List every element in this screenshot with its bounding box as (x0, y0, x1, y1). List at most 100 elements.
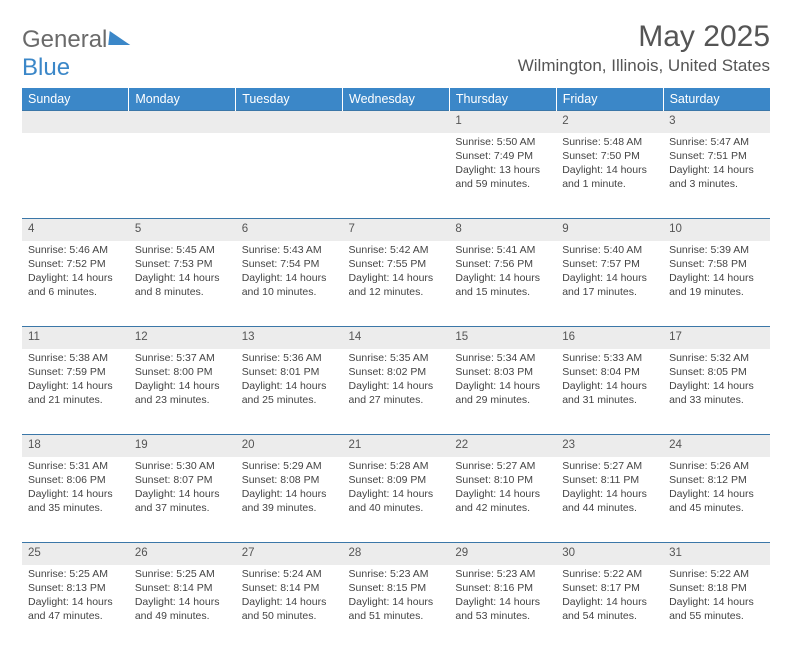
day-body-row: Sunrise: 5:31 AMSunset: 8:06 PMDaylight:… (22, 457, 770, 543)
daylight-text: Daylight: 13 hours and 59 minutes. (455, 163, 550, 191)
day-body-row: Sunrise: 5:46 AMSunset: 7:52 PMDaylight:… (22, 241, 770, 327)
daylight-text: Daylight: 14 hours and 37 minutes. (135, 487, 230, 515)
sunset-text: Sunset: 7:54 PM (242, 257, 337, 271)
weekday-header: Monday (129, 88, 236, 111)
daylight-text: Daylight: 14 hours and 10 minutes. (242, 271, 337, 299)
day-number: 23 (556, 435, 663, 457)
day-cell: Sunrise: 5:38 AMSunset: 7:59 PMDaylight:… (22, 349, 129, 435)
day-cell: Sunrise: 5:43 AMSunset: 7:54 PMDaylight:… (236, 241, 343, 327)
day-cell: Sunrise: 5:41 AMSunset: 7:56 PMDaylight:… (449, 241, 556, 327)
sunset-text: Sunset: 8:08 PM (242, 473, 337, 487)
day-body-row: Sunrise: 5:25 AMSunset: 8:13 PMDaylight:… (22, 565, 770, 651)
daylight-text: Daylight: 14 hours and 49 minutes. (135, 595, 230, 623)
day-number: 15 (449, 327, 556, 349)
daylight-text: Daylight: 14 hours and 25 minutes. (242, 379, 337, 407)
day-number (236, 111, 343, 133)
daylight-text: Daylight: 14 hours and 35 minutes. (28, 487, 123, 515)
sunset-text: Sunset: 8:15 PM (349, 581, 444, 595)
logo-text: General Blue (22, 26, 131, 82)
weekday-header: Wednesday (343, 88, 450, 111)
sunrise-text: Sunrise: 5:25 AM (135, 567, 230, 581)
sunset-text: Sunset: 8:14 PM (135, 581, 230, 595)
sunset-text: Sunset: 7:50 PM (562, 149, 657, 163)
day-number: 29 (449, 543, 556, 565)
sunset-text: Sunset: 8:11 PM (562, 473, 657, 487)
daylight-text: Daylight: 14 hours and 44 minutes. (562, 487, 657, 515)
sunset-text: Sunset: 7:51 PM (669, 149, 764, 163)
day-cell: Sunrise: 5:45 AMSunset: 7:53 PMDaylight:… (129, 241, 236, 327)
day-number: 13 (236, 327, 343, 349)
day-cell: Sunrise: 5:28 AMSunset: 8:09 PMDaylight:… (343, 457, 450, 543)
sunset-text: Sunset: 8:12 PM (669, 473, 764, 487)
day-body-row: Sunrise: 5:50 AMSunset: 7:49 PMDaylight:… (22, 133, 770, 219)
weekday-header: Saturday (663, 88, 770, 111)
day-cell (343, 133, 450, 219)
sunset-text: Sunset: 8:13 PM (28, 581, 123, 595)
day-number: 19 (129, 435, 236, 457)
sunrise-text: Sunrise: 5:35 AM (349, 351, 444, 365)
day-cell: Sunrise: 5:36 AMSunset: 8:01 PMDaylight:… (236, 349, 343, 435)
sunrise-text: Sunrise: 5:32 AM (669, 351, 764, 365)
logo-part1: General (22, 26, 107, 53)
day-number: 8 (449, 219, 556, 241)
day-number: 6 (236, 219, 343, 241)
sunrise-text: Sunrise: 5:42 AM (349, 243, 444, 257)
sunset-text: Sunset: 7:52 PM (28, 257, 123, 271)
sunset-text: Sunset: 7:58 PM (669, 257, 764, 271)
daylight-text: Daylight: 14 hours and 8 minutes. (135, 271, 230, 299)
sunset-text: Sunset: 8:03 PM (455, 365, 550, 379)
day-number: 22 (449, 435, 556, 457)
daylight-text: Daylight: 14 hours and 50 minutes. (242, 595, 337, 623)
daylight-text: Daylight: 14 hours and 54 minutes. (562, 595, 657, 623)
day-cell: Sunrise: 5:22 AMSunset: 8:17 PMDaylight:… (556, 565, 663, 651)
sunset-text: Sunset: 7:56 PM (455, 257, 550, 271)
day-number: 2 (556, 111, 663, 133)
sunrise-text: Sunrise: 5:23 AM (455, 567, 550, 581)
day-cell: Sunrise: 5:34 AMSunset: 8:03 PMDaylight:… (449, 349, 556, 435)
daylight-text: Daylight: 14 hours and 3 minutes. (669, 163, 764, 191)
day-cell: Sunrise: 5:50 AMSunset: 7:49 PMDaylight:… (449, 133, 556, 219)
day-cell: Sunrise: 5:27 AMSunset: 8:11 PMDaylight:… (556, 457, 663, 543)
day-number: 28 (343, 543, 450, 565)
day-number: 18 (22, 435, 129, 457)
daylight-text: Daylight: 14 hours and 23 minutes. (135, 379, 230, 407)
sunset-text: Sunset: 7:53 PM (135, 257, 230, 271)
day-number-row: 45678910 (22, 219, 770, 241)
day-number: 4 (22, 219, 129, 241)
daylight-text: Daylight: 14 hours and 21 minutes. (28, 379, 123, 407)
day-number-row: 18192021222324 (22, 435, 770, 457)
day-number: 16 (556, 327, 663, 349)
sunrise-text: Sunrise: 5:22 AM (669, 567, 764, 581)
day-number (343, 111, 450, 133)
daylight-text: Daylight: 14 hours and 17 minutes. (562, 271, 657, 299)
daylight-text: Daylight: 14 hours and 15 minutes. (455, 271, 550, 299)
sunset-text: Sunset: 8:01 PM (242, 365, 337, 379)
sunrise-text: Sunrise: 5:40 AM (562, 243, 657, 257)
sunset-text: Sunset: 7:59 PM (28, 365, 123, 379)
day-cell: Sunrise: 5:40 AMSunset: 7:57 PMDaylight:… (556, 241, 663, 327)
day-cell: Sunrise: 5:33 AMSunset: 8:04 PMDaylight:… (556, 349, 663, 435)
sunrise-text: Sunrise: 5:25 AM (28, 567, 123, 581)
day-number-row: 123 (22, 111, 770, 133)
sunset-text: Sunset: 8:04 PM (562, 365, 657, 379)
sunset-text: Sunset: 8:07 PM (135, 473, 230, 487)
daylight-text: Daylight: 14 hours and 33 minutes. (669, 379, 764, 407)
sunrise-text: Sunrise: 5:28 AM (349, 459, 444, 473)
sunset-text: Sunset: 7:55 PM (349, 257, 444, 271)
weekday-header: Tuesday (236, 88, 343, 111)
day-cell: Sunrise: 5:37 AMSunset: 8:00 PMDaylight:… (129, 349, 236, 435)
header: General Blue May 2025 Wilmington, Illino… (22, 20, 770, 82)
daylight-text: Daylight: 14 hours and 42 minutes. (455, 487, 550, 515)
day-number: 14 (343, 327, 450, 349)
sunrise-text: Sunrise: 5:31 AM (28, 459, 123, 473)
day-number: 5 (129, 219, 236, 241)
calendar-table: Sunday Monday Tuesday Wednesday Thursday… (22, 88, 770, 651)
sunset-text: Sunset: 8:17 PM (562, 581, 657, 595)
sunset-text: Sunset: 7:57 PM (562, 257, 657, 271)
day-number: 9 (556, 219, 663, 241)
daylight-text: Daylight: 14 hours and 39 minutes. (242, 487, 337, 515)
day-number (22, 111, 129, 133)
sunrise-text: Sunrise: 5:45 AM (135, 243, 230, 257)
sunrise-text: Sunrise: 5:27 AM (455, 459, 550, 473)
day-cell: Sunrise: 5:48 AMSunset: 7:50 PMDaylight:… (556, 133, 663, 219)
